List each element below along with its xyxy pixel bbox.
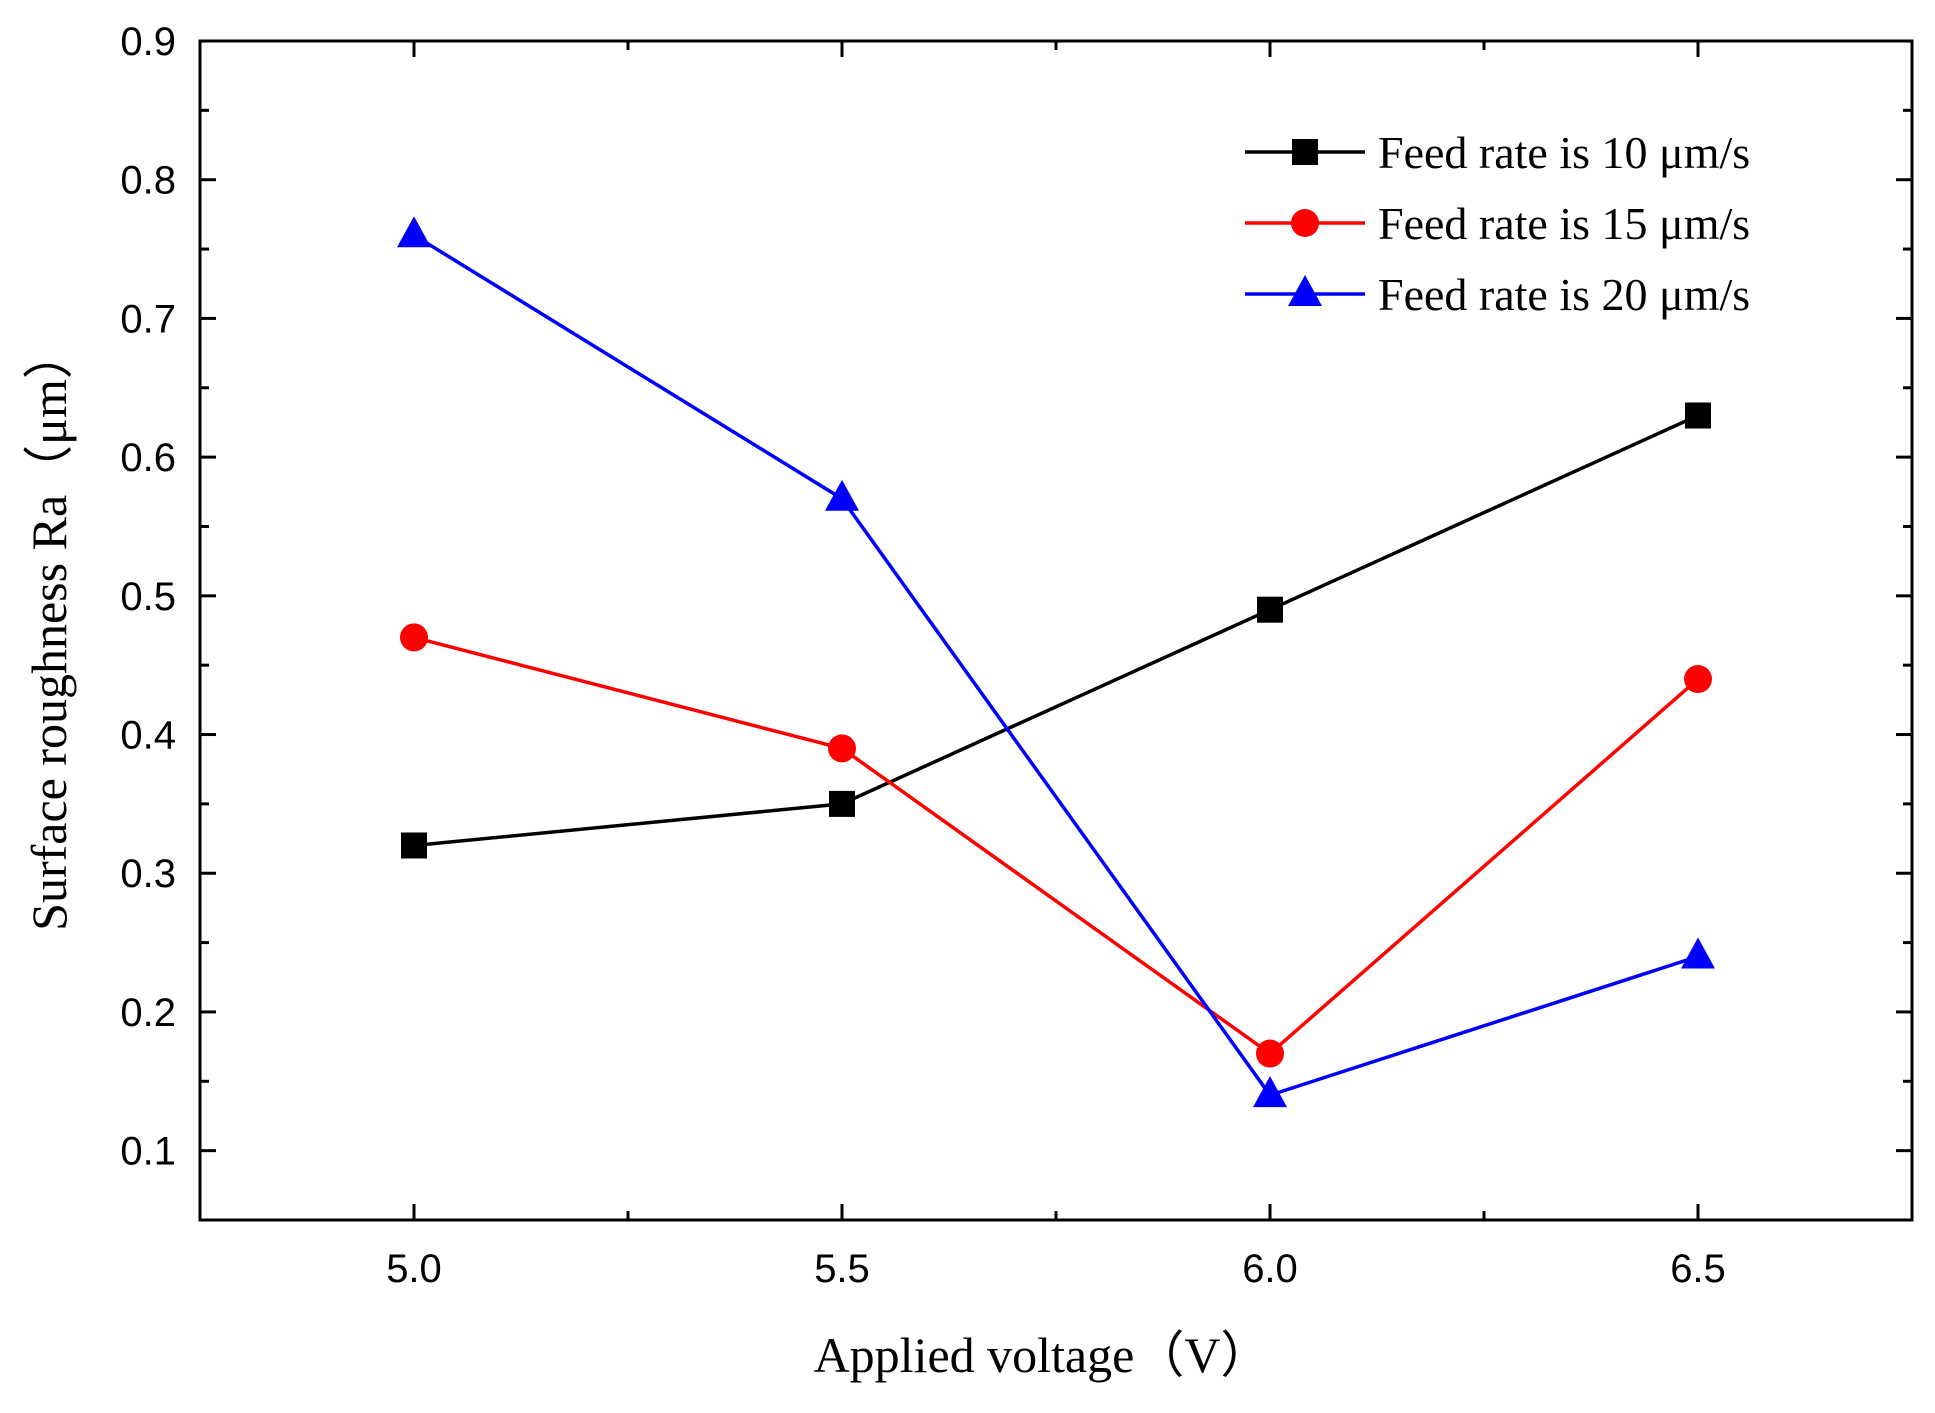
- legend: Feed rate is 10 μm/s Feed rate is 15 μm/s…: [1245, 127, 1750, 320]
- y-tick-label: 0.1: [120, 1130, 176, 1174]
- legend-item: Feed rate is 10 μm/s: [1245, 127, 1750, 178]
- y-tick-label: 0.3: [120, 852, 176, 896]
- data-point: [400, 623, 428, 652]
- data-point: [1257, 596, 1283, 623]
- x-tick-label: 6.0: [1242, 1247, 1298, 1291]
- x-tick-label: 5.0: [386, 1247, 442, 1291]
- series-1: [401, 402, 1711, 859]
- legend-marker: [1292, 139, 1318, 165]
- legend-label: Feed rate is 15 μm/s: [1378, 198, 1750, 249]
- legend-label: Feed rate is 10 μm/s: [1378, 127, 1750, 178]
- y-tick-label: 0.2: [120, 991, 176, 1035]
- y-axis-ticks: 0.1 0.2 0.3 0.4 0.5 0.6 0.7 0.8 0.9: [120, 20, 1912, 1222]
- series-3: [397, 216, 1715, 1108]
- y-tick-label: 0.5: [120, 575, 176, 619]
- data-point: [825, 479, 859, 511]
- legend-item: Feed rate is 20 μm/s: [1245, 269, 1750, 320]
- data-point: [401, 832, 427, 859]
- x-axis-ticks: 5.0 5.5 6.0 6.5: [198, 41, 1914, 1291]
- y-tick-label: 0.8: [120, 159, 176, 203]
- y-tick-label: 0.6: [120, 436, 176, 480]
- series-line: [413, 233, 1699, 1098]
- x-tick-label: 6.5: [1670, 1247, 1726, 1291]
- legend-marker: [1291, 209, 1319, 237]
- data-point: [1256, 1039, 1284, 1068]
- series-line: [413, 413, 1699, 848]
- data-point: [397, 216, 431, 248]
- series-2: [400, 623, 1712, 1068]
- series-line: [413, 635, 1700, 1056]
- y-tick-label: 0.4: [120, 714, 176, 758]
- data-point: [1253, 1076, 1287, 1108]
- data-point: [1685, 402, 1711, 429]
- y-axis-title: Surface roughness Ra（μm）: [21, 329, 77, 931]
- x-axis-title: Applied voltage（V）: [814, 1327, 1271, 1383]
- y-tick-label: 0.9: [120, 20, 176, 64]
- y-tick-label: 0.7: [120, 297, 176, 341]
- legend-label: Feed rate is 20 μm/s: [1378, 269, 1750, 320]
- data-point: [828, 734, 856, 763]
- legend-item: Feed rate is 15 μm/s: [1245, 198, 1750, 249]
- data-point: [829, 790, 855, 817]
- series-layer: [397, 216, 1715, 1108]
- data-point: [1681, 937, 1715, 969]
- x-tick-label: 5.5: [814, 1247, 870, 1291]
- legend-marker: [1288, 275, 1322, 306]
- data-point: [1684, 665, 1712, 694]
